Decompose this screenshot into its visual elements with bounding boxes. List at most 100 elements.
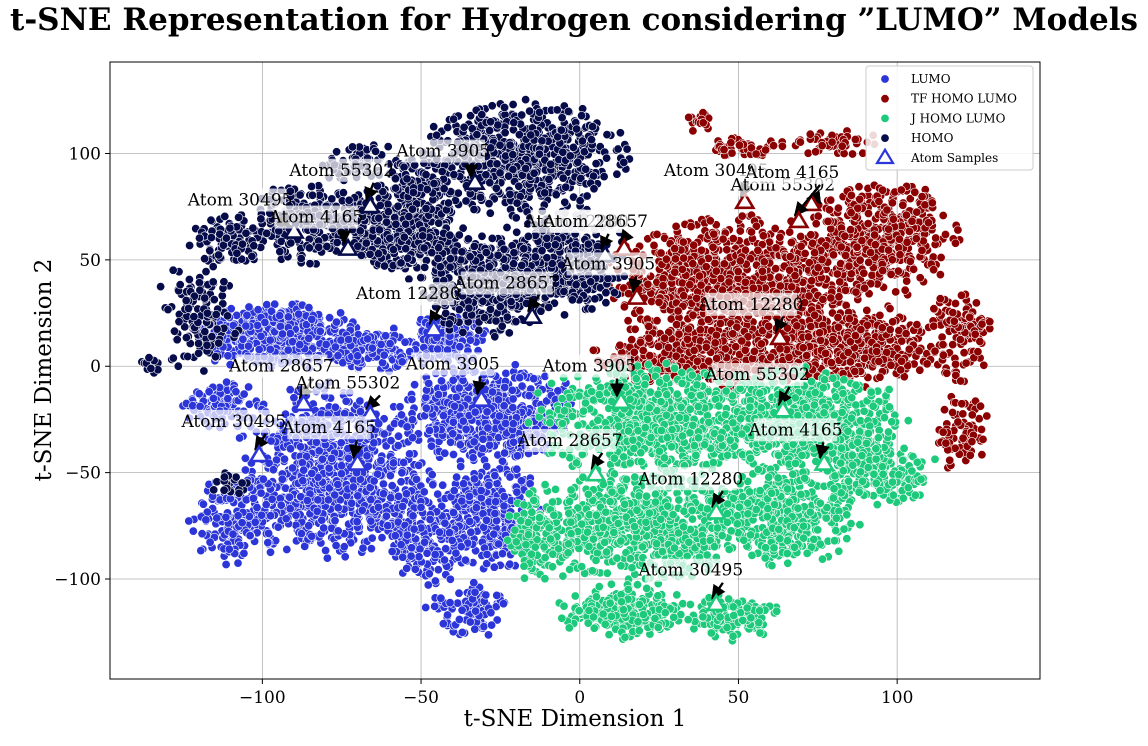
- data-point: [307, 531, 317, 541]
- data-point: [297, 458, 307, 468]
- data-point: [282, 544, 292, 554]
- data-point: [469, 578, 479, 588]
- data-point: [658, 281, 668, 291]
- data-point: [390, 531, 400, 541]
- data-point: [490, 508, 500, 518]
- data-point: [427, 470, 437, 480]
- data-point: [740, 277, 750, 287]
- data-point: [221, 559, 231, 569]
- data-point: [775, 232, 785, 242]
- data-point: [894, 234, 904, 244]
- data-point: [355, 407, 365, 417]
- data-point: [253, 320, 263, 330]
- data-point: [436, 376, 446, 386]
- data-point: [855, 194, 865, 204]
- data-point: [266, 511, 276, 521]
- data-point: [241, 321, 251, 331]
- data-point: [458, 479, 468, 489]
- data-point: [491, 497, 501, 507]
- data-point: [483, 630, 493, 640]
- data-point: [256, 331, 266, 341]
- data-point: [264, 528, 274, 538]
- data-point: [841, 285, 851, 295]
- data-point: [414, 460, 424, 470]
- data-point: [398, 501, 408, 511]
- data-point: [387, 546, 397, 556]
- data-point: [333, 479, 343, 489]
- data-point: [902, 276, 912, 286]
- data-point: [907, 216, 917, 226]
- data-point: [481, 515, 491, 525]
- data-point: [460, 555, 470, 565]
- data-point: [184, 516, 194, 526]
- data-point: [231, 387, 241, 397]
- data-point: [709, 229, 719, 239]
- data-point: [240, 465, 250, 475]
- data-point: [330, 516, 340, 526]
- data-point: [489, 562, 499, 572]
- data-point: [835, 277, 845, 287]
- data-point: [355, 396, 365, 406]
- data-point: [454, 588, 464, 598]
- data-point: [834, 292, 844, 302]
- data-point: [296, 529, 306, 539]
- data-point: [898, 200, 908, 210]
- data-point: [322, 553, 332, 563]
- data-point: [402, 422, 412, 432]
- data-point: [223, 394, 233, 404]
- data-point: [336, 438, 346, 448]
- data-point: [367, 533, 377, 543]
- data-point: [376, 339, 386, 349]
- data-point: [448, 508, 458, 518]
- data-point: [796, 232, 806, 242]
- data-point: [321, 339, 331, 349]
- data-point: [468, 453, 478, 463]
- data-point: [440, 448, 450, 458]
- data-point: [398, 552, 408, 562]
- data-point: [312, 506, 322, 516]
- data-point: [331, 317, 341, 327]
- data-point: [367, 343, 377, 353]
- data-point: [409, 524, 419, 534]
- data-point: [273, 522, 283, 532]
- data-point: [385, 339, 395, 349]
- data-point: [936, 253, 946, 263]
- data-point: [483, 423, 493, 433]
- data-point: [878, 185, 888, 195]
- data-point: [866, 248, 876, 258]
- data-point: [813, 211, 823, 221]
- data-point: [470, 587, 480, 597]
- data-point: [198, 499, 208, 509]
- data-point: [500, 382, 510, 392]
- data-point: [486, 608, 496, 618]
- data-point: [425, 514, 435, 524]
- data-point: [339, 542, 349, 552]
- data-point: [689, 240, 699, 250]
- data-point: [679, 291, 689, 301]
- data-point: [268, 465, 278, 475]
- data-point: [902, 237, 912, 247]
- data-point: [529, 374, 539, 384]
- data-point: [456, 461, 466, 471]
- data-point: [307, 314, 317, 324]
- data-point: [195, 401, 205, 411]
- data-point: [275, 311, 285, 321]
- data-point: [285, 328, 295, 338]
- data-point: [239, 548, 249, 558]
- data-point: [867, 270, 877, 280]
- data-point: [315, 326, 325, 336]
- data-point: [366, 516, 376, 526]
- data-point: [746, 227, 756, 237]
- data-point: [701, 262, 711, 272]
- data-point: [336, 335, 346, 345]
- data-point: [870, 240, 880, 250]
- data-point: [487, 387, 497, 397]
- data-point: [841, 251, 851, 261]
- data-point: [891, 287, 901, 297]
- data-point: [810, 248, 820, 258]
- data-point: [416, 502, 426, 512]
- data-point: [295, 340, 305, 350]
- data-point: [402, 530, 412, 540]
- data-point: [221, 512, 231, 522]
